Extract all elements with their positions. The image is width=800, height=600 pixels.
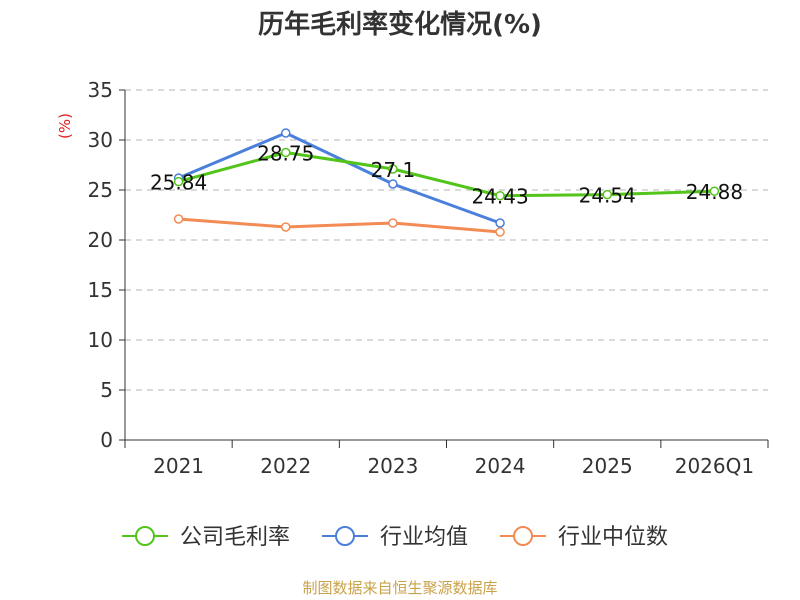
y-tick-label: 35 bbox=[88, 78, 113, 102]
data-label: 24.43 bbox=[471, 185, 528, 209]
data-point bbox=[709, 186, 720, 196]
data-point bbox=[495, 190, 505, 201]
data-label: 25.84 bbox=[150, 171, 207, 195]
data-point bbox=[281, 147, 291, 158]
x-tick-label: 2024 bbox=[475, 454, 526, 478]
data-label: 24.54 bbox=[579, 184, 636, 208]
data-point bbox=[173, 176, 184, 187]
y-tick-label: 20 bbox=[88, 228, 113, 252]
y-tick-label: 0 bbox=[100, 428, 113, 452]
x-tick-label: 2022 bbox=[260, 454, 311, 478]
data-point bbox=[388, 218, 398, 228]
legend-swatch-marker bbox=[513, 526, 533, 546]
data-source-note: 制图数据来自恒生聚源数据库 bbox=[302, 579, 498, 597]
series-line bbox=[178, 151, 715, 198]
legend-label: 行业均值 bbox=[380, 525, 468, 550]
data-point bbox=[495, 227, 505, 237]
y-tick-label: 10 bbox=[88, 328, 113, 352]
series-line bbox=[178, 131, 501, 225]
y-tick-label: 5 bbox=[100, 378, 113, 402]
legend-label: 公司毛利率 bbox=[180, 525, 290, 550]
x-tick-label: 2025 bbox=[582, 454, 633, 478]
data-point bbox=[495, 218, 505, 228]
legend-swatch-marker bbox=[335, 526, 355, 546]
y-axis-label: (%) bbox=[56, 113, 74, 139]
legend-label: 行业中位数 bbox=[558, 525, 668, 550]
data-point bbox=[388, 179, 398, 189]
data-point bbox=[281, 128, 291, 138]
data-point bbox=[281, 222, 291, 232]
series-line bbox=[178, 217, 501, 234]
x-tick-label: 2021 bbox=[153, 454, 204, 478]
x-tick-label: 2026Q1 bbox=[675, 454, 754, 478]
data-label: 24.88 bbox=[686, 180, 743, 204]
y-tick-label: 15 bbox=[88, 278, 113, 302]
chart-title: 历年毛利率变化情况(%) bbox=[258, 10, 542, 40]
y-tick-label: 25 bbox=[88, 178, 113, 202]
legend-swatch-marker bbox=[135, 526, 155, 546]
data-point bbox=[173, 214, 184, 224]
x-tick-label: 2023 bbox=[367, 454, 418, 478]
data-label: 28.75 bbox=[257, 142, 314, 166]
data-point bbox=[388, 164, 398, 174]
data-label: 27.1 bbox=[371, 158, 416, 182]
y-tick-label: 30 bbox=[88, 128, 113, 152]
data-point bbox=[602, 189, 612, 200]
